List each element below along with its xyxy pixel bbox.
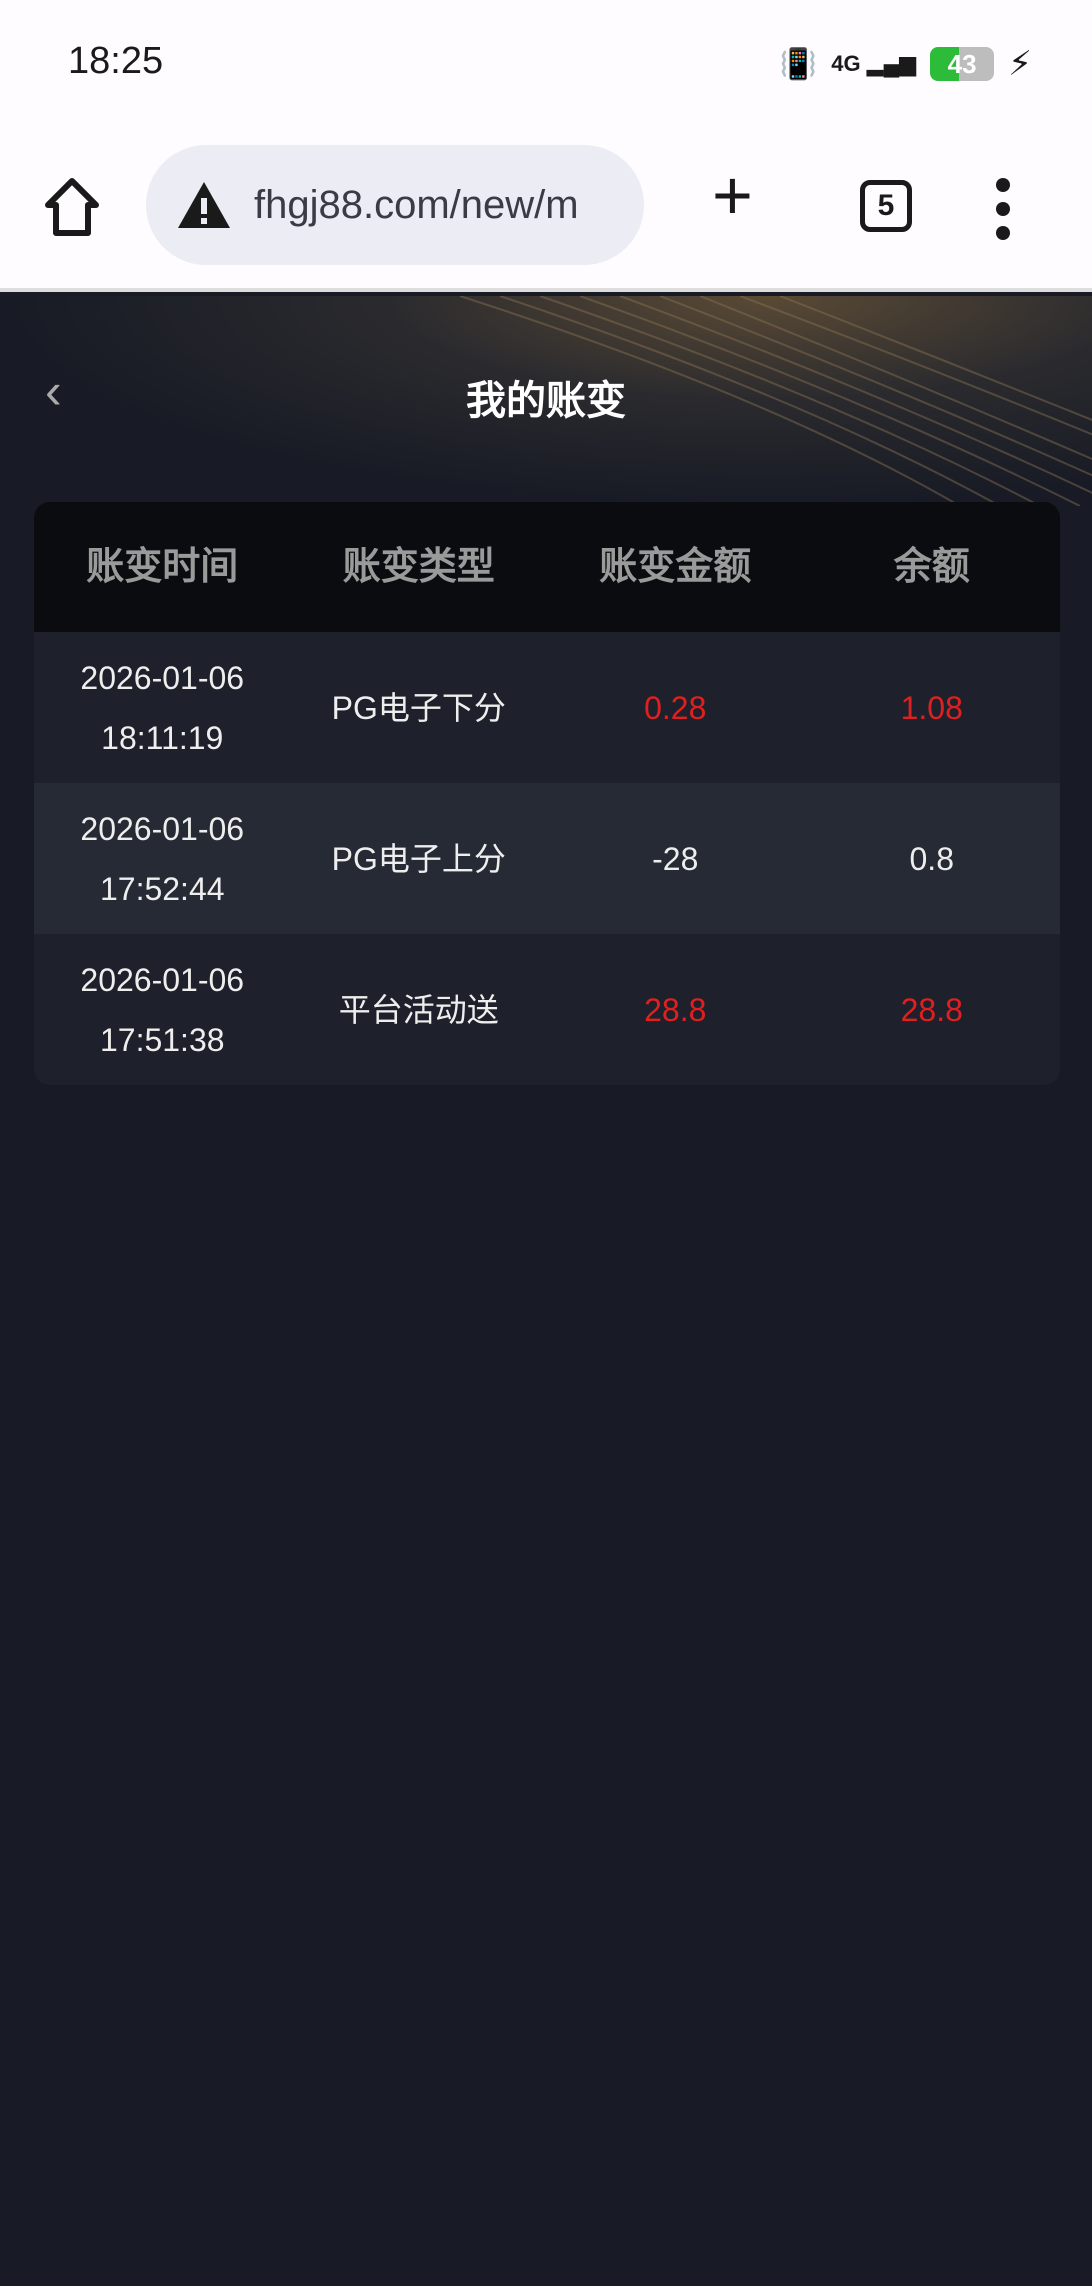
header-balance: 余额 — [893, 546, 970, 588]
cell-amount: 0.28 — [644, 689, 707, 726]
cell-type: 平台活动送 — [338, 991, 499, 1028]
browser-toolbar: fhgj88.com/new/m + 5 — [0, 130, 1092, 292]
cell-date: 2026-01-06 — [80, 810, 245, 847]
header-amount: 账变金额 — [599, 546, 752, 588]
cell-date: 2026-01-06 — [80, 659, 245, 696]
cell-balance: 0.8 — [909, 840, 954, 877]
page-title: 我的账变 — [466, 379, 626, 423]
cell-date: 2026-01-06 — [80, 961, 245, 998]
page-header: ‹ 我的账变 — [0, 296, 1092, 506]
cell-type: PG电子上分 — [331, 840, 506, 877]
tab-switcher-button[interactable]: 5 — [860, 180, 912, 232]
cell-type: PG电子下分 — [331, 689, 506, 726]
cell-amount: 28.8 — [644, 991, 707, 1028]
cell-datetime: 2026-01-06 17:52:44 — [34, 799, 291, 919]
back-button[interactable]: ‹ — [45, 363, 62, 419]
warning-icon[interactable] — [176, 180, 232, 230]
clock: 18:25 — [68, 40, 164, 82]
cell-datetime: 2026-01-06 17:51:38 — [34, 950, 291, 1070]
signal-icon: 4G ▂▄▆ — [831, 51, 917, 76]
header-time: 账变时间 — [86, 546, 239, 588]
more-menu-icon[interactable] — [996, 178, 1010, 240]
address-bar[interactable]: fhgj88.com/new/m — [146, 145, 644, 265]
header-type: 账变类型 — [342, 546, 495, 588]
cell-balance: 1.08 — [900, 689, 963, 726]
cell-amount: -28 — [652, 840, 699, 877]
url-text[interactable]: fhgj88.com/new/m — [254, 182, 579, 227]
table-row: 2026-01-06 17:52:44 PG电子上分 -28 0.8 — [34, 783, 1060, 934]
header-decoration — [459, 296, 1092, 506]
cell-time: 17:51:38 — [99, 1021, 225, 1058]
new-tab-button[interactable]: + — [712, 156, 753, 234]
table-row: 2026-01-06 18:11:19 PG电子下分 0.28 1.08 — [34, 632, 1060, 783]
charging-icon: ⚡ — [1008, 45, 1032, 83]
status-bar: 18:25 📳 4G ▂▄▆ 43 ⚡ — [0, 0, 1092, 130]
transactions-table: 账变时间 账变类型 账变金额 余额 2026-01-06 18:11:19 PG电… — [34, 502, 1060, 1085]
table-header: 账变时间 账变类型 账变金额 余额 — [34, 502, 1060, 632]
vibrate-icon: 📳 — [779, 47, 818, 81]
cell-balance: 28.8 — [900, 991, 963, 1028]
cell-time: 18:11:19 — [101, 719, 224, 756]
table-row: 2026-01-06 17:51:38 平台活动送 28.8 28.8 — [34, 934, 1060, 1085]
cell-time: 17:52:44 — [99, 870, 225, 907]
battery-icon: 43 — [930, 47, 995, 81]
cell-datetime: 2026-01-06 18:11:19 — [34, 648, 291, 768]
network-type: 4G — [831, 51, 861, 76]
home-icon[interactable] — [40, 175, 104, 239]
